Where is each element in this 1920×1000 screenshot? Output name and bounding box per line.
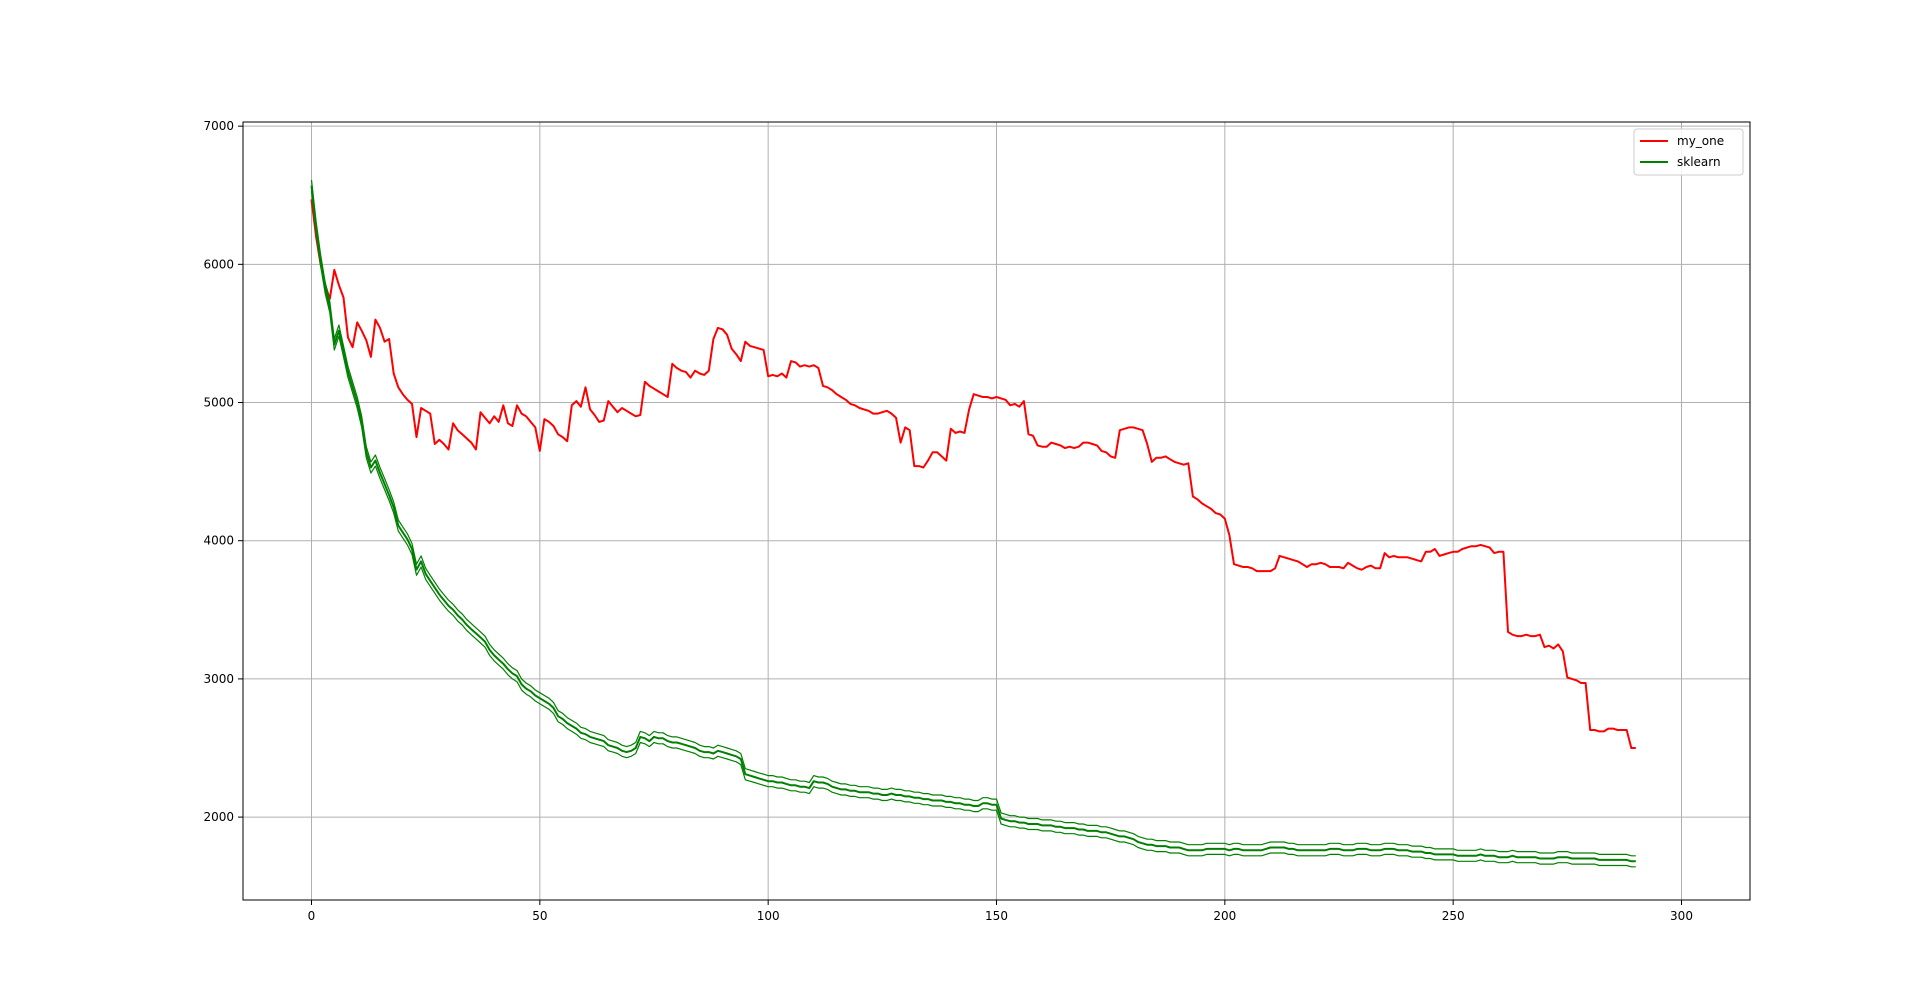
y-tick-label: 3000 <box>203 672 234 686</box>
y-tick-label: 2000 <box>203 810 234 824</box>
grid-lines <box>243 122 1750 900</box>
series-sklearn-lower-band <box>310 191 1636 868</box>
x-tick-label: 0 <box>308 909 316 923</box>
series-my-one-line <box>310 199 1636 749</box>
legend-label-sklearn: sklearn <box>1677 155 1721 169</box>
y-tick-label: 6000 <box>203 257 234 271</box>
x-tick-label: 250 <box>1442 909 1465 923</box>
x-tick-label: 300 <box>1670 909 1693 923</box>
legend-label-my-one: my_one <box>1677 134 1724 148</box>
x-axis-ticks: 0 50 100 150 200 250 300 <box>308 900 1693 923</box>
y-tick-label: 5000 <box>203 396 234 410</box>
plot-series <box>310 179 1636 868</box>
x-tick-label: 150 <box>985 909 1008 923</box>
y-tick-label: 7000 <box>203 119 234 133</box>
x-tick-label: 100 <box>757 909 780 923</box>
x-tick-label: 50 <box>532 909 547 923</box>
series-sklearn-upper-band <box>310 179 1636 857</box>
y-tick-label: 4000 <box>203 534 234 548</box>
x-tick-label: 200 <box>1213 909 1236 923</box>
y-axis-ticks: 2000 3000 4000 5000 6000 7000 <box>203 119 243 824</box>
series-sklearn-line <box>310 185 1636 863</box>
